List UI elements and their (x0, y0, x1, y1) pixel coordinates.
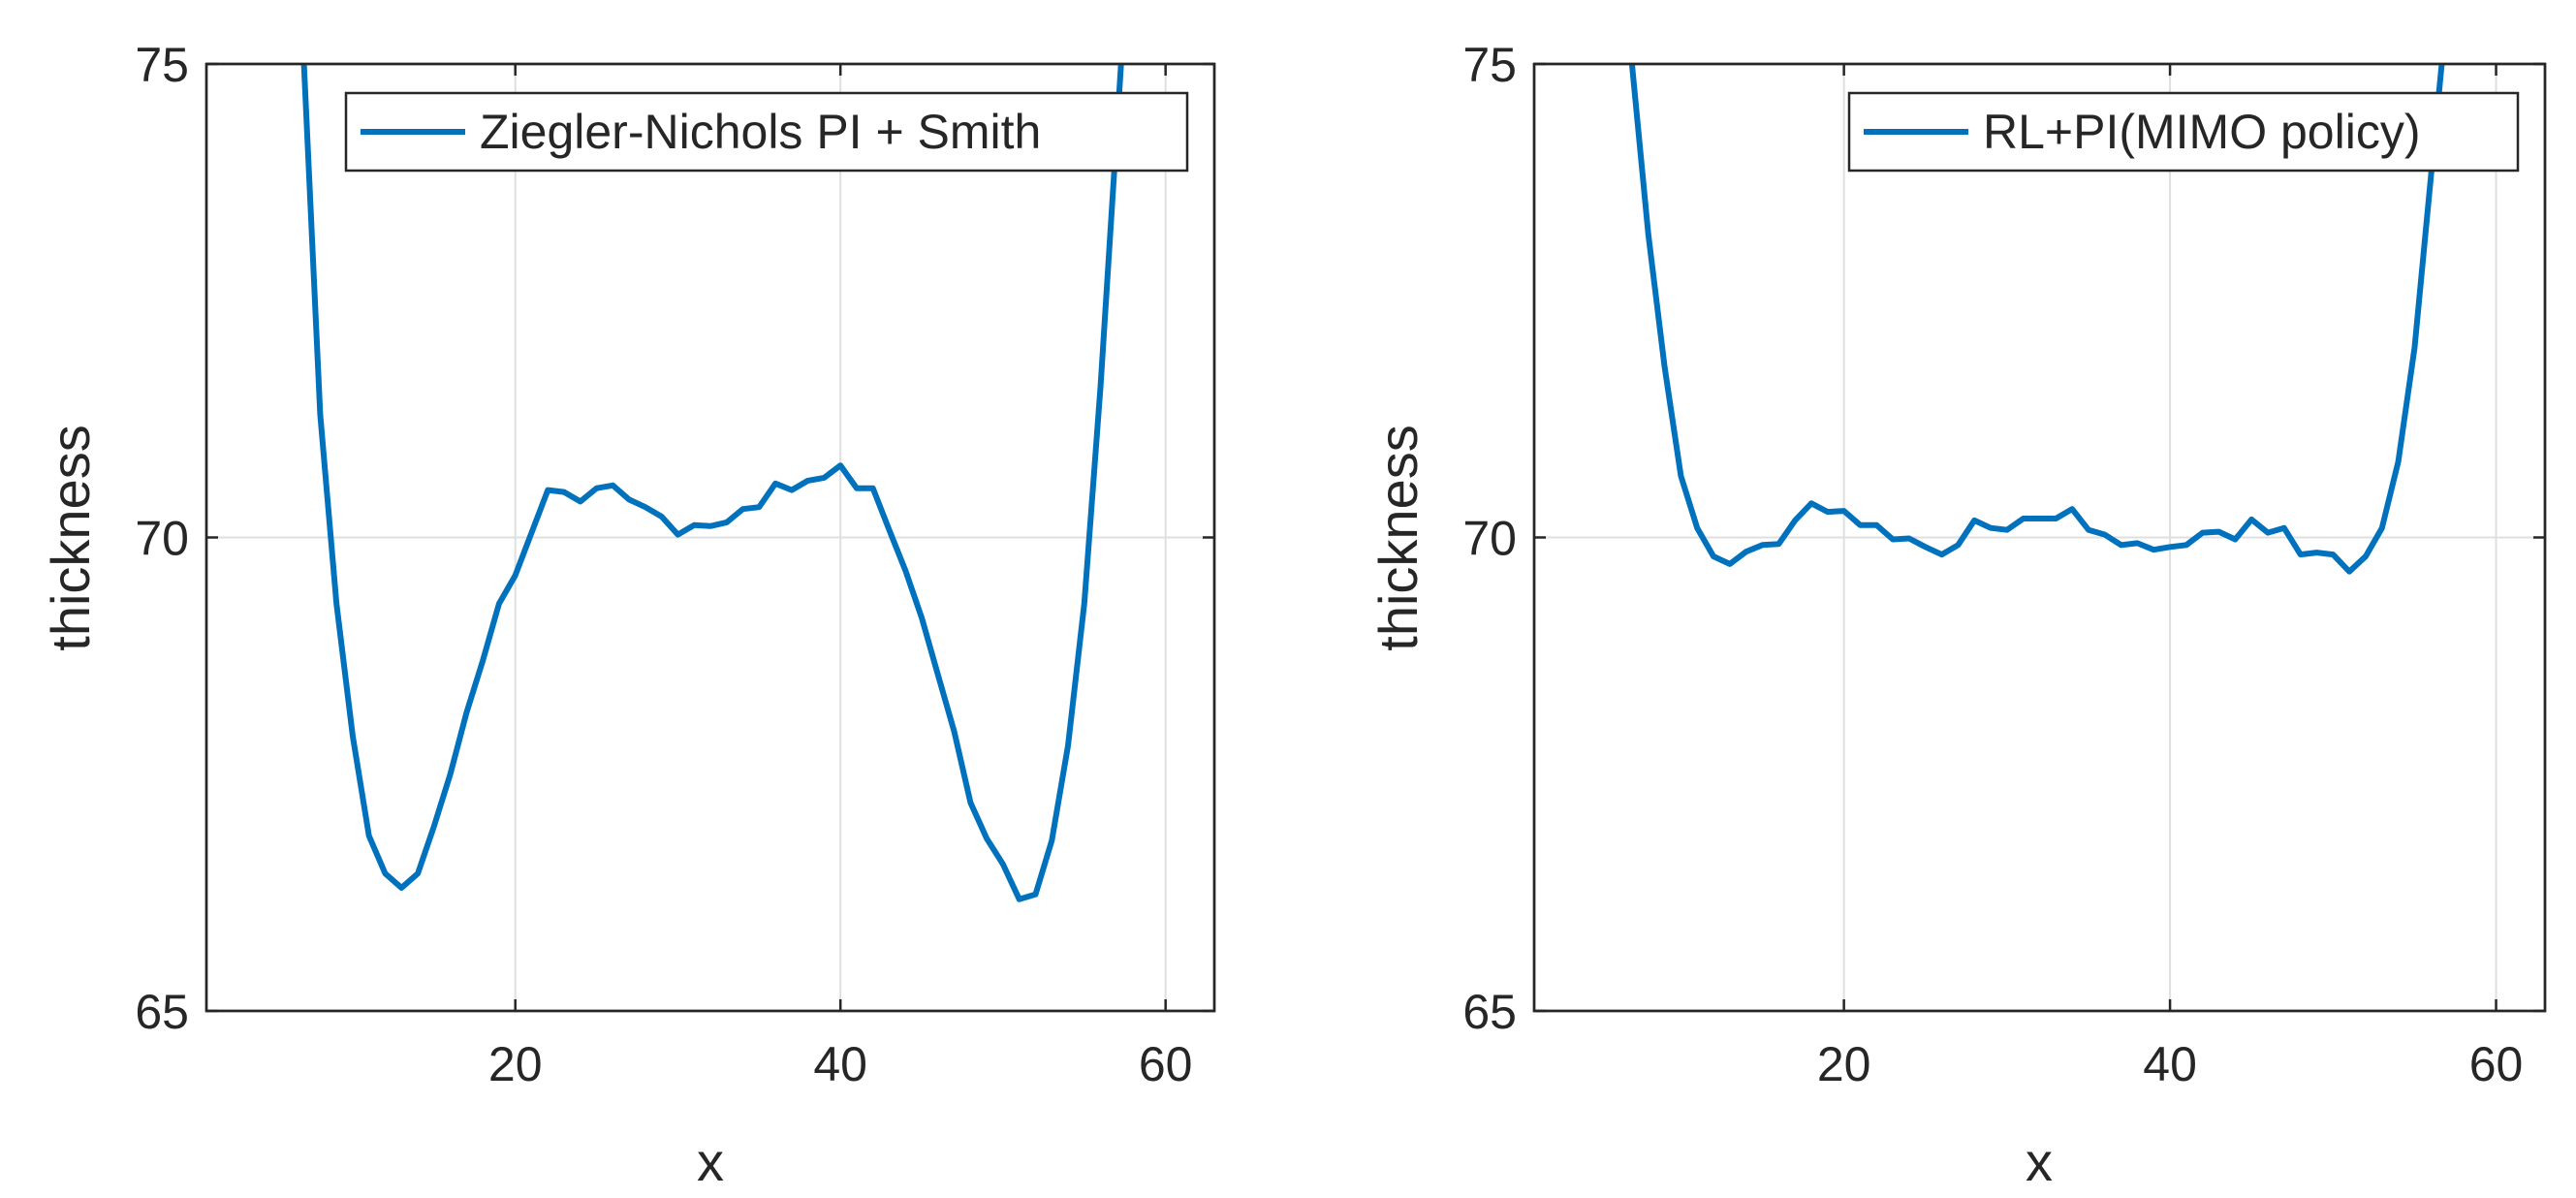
right-xtick-label: 40 (2143, 1037, 2197, 1091)
left-legend-box (344, 91, 1189, 173)
left-legend: Ziegler-Nichols PI + Smith (344, 91, 1189, 173)
right-ylabel: thickness (1367, 425, 1429, 650)
right-series-line (1628, 64, 2445, 575)
right-ytick-label: 65 (1462, 985, 1517, 1039)
right-ytick-label: 75 (1462, 38, 1517, 92)
left-xtick-label: 20 (488, 1037, 543, 1091)
left-xtick-label: 40 (813, 1037, 867, 1091)
left-ytick-label: 65 (135, 985, 189, 1039)
left-xtick-label: 60 (1139, 1037, 1193, 1091)
right-xtick-label: 20 (1817, 1037, 1871, 1091)
right-legend-label: RL+PI(MIMO policy) (1983, 105, 2420, 159)
right-legend: RL+PI(MIMO policy) (1847, 91, 2520, 173)
left-series-line (300, 64, 1124, 902)
left-ylabel: thickness (40, 425, 101, 650)
left-ticks: 20 40 60 65 70 75 (135, 38, 1214, 1091)
right-xtick-label: 60 (2469, 1037, 2524, 1091)
left-plot: 20 40 60 65 70 75 x thickness Ziegler-Nichols… (40, 38, 1216, 1192)
right-xlabel: x (2026, 1131, 2053, 1192)
right-ytick-label: 70 (1462, 512, 1517, 566)
left-ytick-label: 75 (135, 38, 189, 92)
left-ytick-label: 70 (135, 512, 189, 566)
right-plot: 20 40 60 65 70 75 x thickness RL+PI(MIMO poli… (1367, 38, 2547, 1192)
right-ticks: 20 40 60 65 70 75 (1462, 38, 2545, 1091)
left-legend-label: Ziegler-Nichols PI + Smith (480, 105, 1041, 159)
left-xlabel: x (697, 1131, 724, 1192)
